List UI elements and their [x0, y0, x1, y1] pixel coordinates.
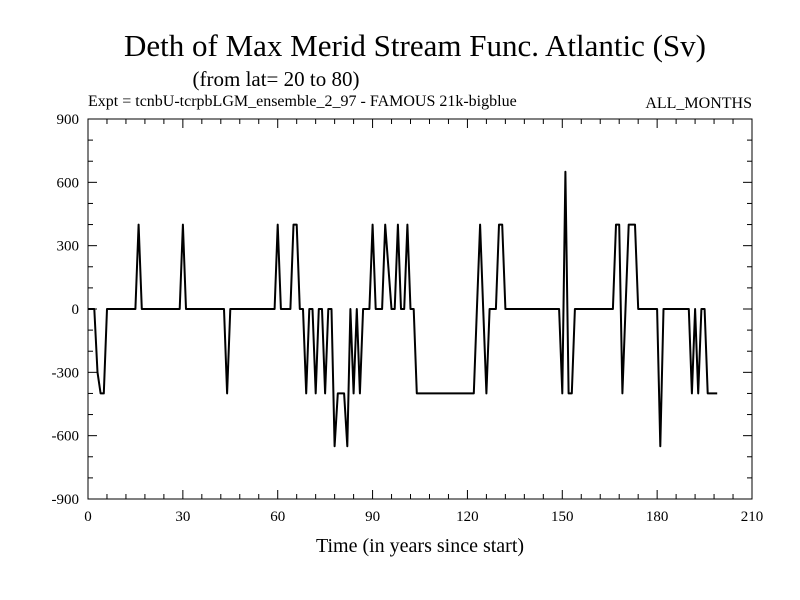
x-tick-labels: 0 30 60 90 120 150 180 210 [84, 509, 763, 525]
y-tick-label: 900 [57, 112, 80, 128]
x-tick-label: 0 [84, 509, 92, 525]
y-tick-label: 600 [57, 175, 80, 191]
x-tick-label: 60 [270, 509, 285, 525]
experiment-label: Expt = tcnbU-tcrpbLGM_ensemble_2_97 - FA… [88, 93, 517, 110]
series-line [88, 170, 718, 448]
x-tick-label: 150 [551, 509, 574, 525]
y-tick-label: -600 [52, 429, 80, 445]
x-tick-label: 180 [646, 509, 669, 525]
x-tick-label: 90 [365, 509, 380, 525]
y-tick-label: -900 [52, 492, 80, 508]
y-tick-label: 300 [57, 239, 80, 255]
y-tick-labels: -900 -600 -300 0 300 600 900 [52, 112, 80, 508]
chart-title: Deth of Max Merid Stream Func. Atlantic … [124, 28, 706, 63]
x-tick-label: 210 [741, 509, 764, 525]
x-axis-label: Time (in years since start) [316, 535, 524, 557]
y-tick-label: -300 [52, 365, 80, 381]
x-tick-label: 30 [175, 509, 190, 525]
x-tick-label: 120 [456, 509, 479, 525]
chart-subtitle: (from lat= 20 to 80) [193, 67, 360, 91]
axis-ticks [87, 118, 753, 500]
months-label: ALL_MONTHS [645, 95, 752, 112]
y-tick-label: 0 [72, 302, 80, 318]
